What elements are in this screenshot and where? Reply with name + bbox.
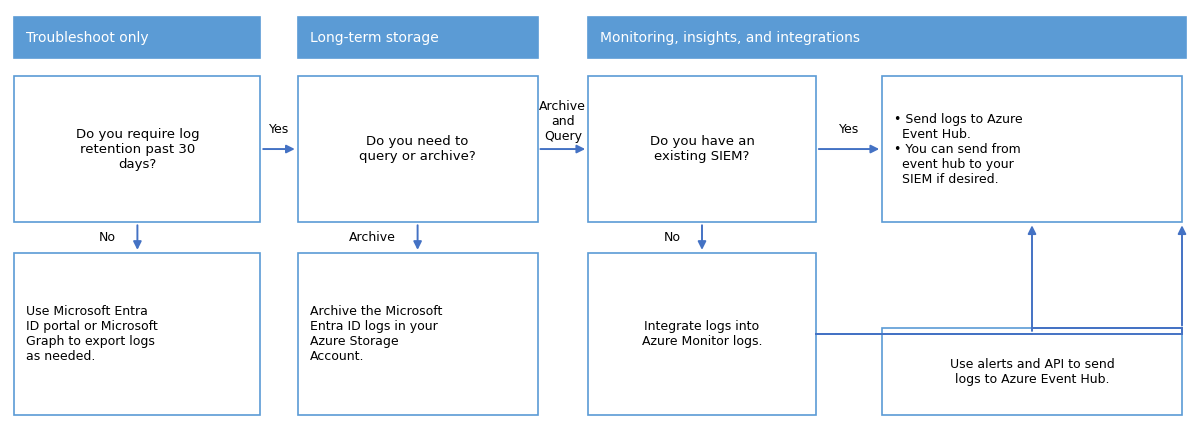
Text: Monitoring, insights, and integrations: Monitoring, insights, and integrations (600, 31, 860, 45)
Text: Do you have an
existing SIEM?: Do you have an existing SIEM? (649, 135, 755, 163)
Text: No: No (98, 231, 115, 244)
Text: Do you need to
query or archive?: Do you need to query or archive? (359, 135, 476, 163)
Text: Archive: Archive (349, 231, 396, 244)
Text: No: No (664, 231, 680, 244)
FancyBboxPatch shape (882, 76, 1182, 222)
FancyBboxPatch shape (588, 253, 816, 415)
Text: Use Microsoft Entra
ID portal or Microsoft
Graph to export logs
as needed.: Use Microsoft Entra ID portal or Microso… (26, 305, 158, 363)
FancyBboxPatch shape (298, 253, 538, 415)
Text: Do you require log
retention past 30
days?: Do you require log retention past 30 day… (76, 127, 199, 171)
Text: Long-term storage: Long-term storage (310, 31, 438, 45)
Text: Archive
and
Query: Archive and Query (539, 99, 587, 143)
FancyBboxPatch shape (14, 253, 260, 415)
FancyBboxPatch shape (298, 76, 538, 222)
Text: Troubleshoot only: Troubleshoot only (26, 31, 149, 45)
FancyBboxPatch shape (14, 76, 260, 222)
Text: Use alerts and API to send
logs to Azure Event Hub.: Use alerts and API to send logs to Azure… (949, 358, 1115, 385)
Text: Yes: Yes (839, 123, 859, 136)
FancyBboxPatch shape (588, 17, 1186, 58)
FancyBboxPatch shape (298, 17, 538, 58)
Text: • Send logs to Azure
  Event Hub.
• You can send from
  event hub to your
  SIEM: • Send logs to Azure Event Hub. • You ca… (894, 113, 1022, 185)
FancyBboxPatch shape (882, 328, 1182, 415)
Text: Yes: Yes (269, 123, 289, 136)
Text: Integrate logs into
Azure Monitor logs.: Integrate logs into Azure Monitor logs. (642, 320, 762, 348)
Text: Archive the Microsoft
Entra ID logs in your
Azure Storage
Account.: Archive the Microsoft Entra ID logs in y… (310, 305, 442, 363)
FancyBboxPatch shape (14, 17, 260, 58)
FancyBboxPatch shape (588, 76, 816, 222)
